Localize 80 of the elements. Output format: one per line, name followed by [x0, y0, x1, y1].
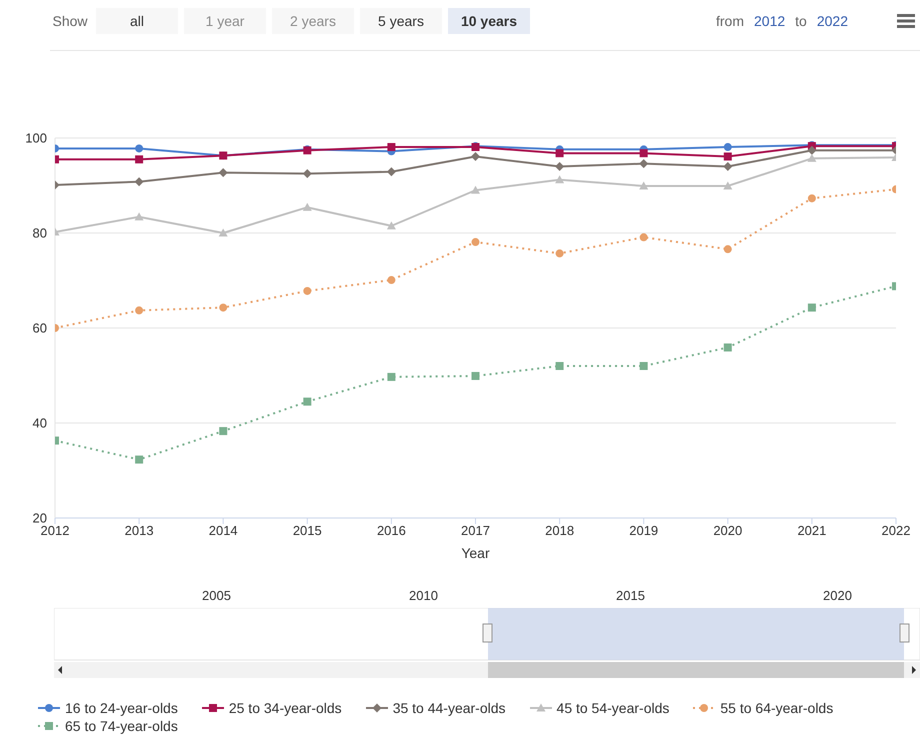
point: [218, 228, 228, 236]
point: [135, 155, 144, 164]
point: [639, 159, 648, 168]
text: to: [795, 13, 807, 29]
text: 2015: [616, 588, 645, 603]
x-tick-label: 2017: [461, 523, 490, 538]
point: [724, 143, 732, 152]
point: [807, 146, 816, 155]
point: [640, 233, 648, 242]
point: [219, 304, 228, 312]
point: [135, 456, 144, 464]
y-tick-label: 40: [32, 416, 47, 431]
point: [723, 162, 732, 171]
point: [640, 362, 648, 370]
legend-label: 35 to 44-year-olds: [392, 700, 506, 716]
x-axis-title: Year: [461, 545, 490, 561]
legend-label: 25 to 34-year-olds: [228, 700, 342, 716]
point: [556, 149, 564, 158]
x-tick-label: 2014: [208, 523, 238, 538]
point: [556, 249, 564, 258]
point: [724, 152, 732, 161]
point: [724, 245, 732, 254]
legend-label: 55 to 64-year-olds: [719, 700, 834, 716]
point: [808, 194, 816, 202]
point: [134, 177, 144, 186]
point: [218, 168, 228, 178]
text: 2 years: [272, 8, 354, 34]
text: 2012: [754, 13, 786, 29]
text: 5 years: [360, 8, 442, 34]
point: [807, 154, 816, 162]
x-tick-label: 2015: [292, 523, 322, 538]
x-tick-label: 2020: [713, 523, 742, 538]
text: 2022: [816, 13, 848, 29]
x-tick-label: 2019: [629, 523, 658, 538]
y-tick-label: 80: [32, 226, 47, 241]
text: all: [96, 8, 178, 34]
x-tick-label: 2012: [40, 523, 70, 538]
x-tick-label: 2013: [124, 523, 154, 538]
y-tick-label: 60: [32, 320, 47, 336]
y-tick-label: 100: [25, 130, 47, 146]
x-tick-label: 2016: [376, 523, 406, 538]
point: [472, 372, 480, 380]
point: [471, 186, 480, 194]
legend-label: 65 to 74-year-olds: [64, 718, 178, 734]
point: [723, 181, 732, 190]
point: [386, 167, 396, 176]
text: Show: [51, 12, 89, 31]
text: 2005: [202, 588, 231, 603]
x-tick-label: 2018: [545, 523, 574, 538]
text: 2020: [823, 588, 852, 603]
point: [556, 362, 564, 370]
point: [135, 306, 144, 314]
point: [135, 144, 144, 152]
legend-label: 45 to 54-year-olds: [556, 700, 670, 716]
point: [639, 181, 648, 190]
text: 2010: [409, 588, 438, 603]
point: [302, 202, 312, 211]
point: [386, 221, 396, 230]
y-tick-label: 20: [32, 510, 47, 526]
point: [724, 343, 732, 352]
point: [555, 162, 564, 171]
x-tick-label: 2021: [797, 523, 826, 538]
text: 10 years: [448, 8, 530, 34]
legend-label: 16 to 24-year-olds: [64, 700, 178, 716]
point: [303, 398, 312, 406]
text: from: [716, 13, 744, 29]
point: [387, 143, 396, 152]
point: [134, 212, 144, 220]
text: 1 year: [184, 8, 266, 34]
point: [472, 238, 480, 246]
point: [471, 152, 480, 162]
point: [219, 427, 228, 436]
point: [640, 149, 648, 158]
point: [808, 304, 816, 312]
point: [387, 276, 396, 284]
point: [555, 175, 564, 184]
x-tick-label: 2022: [882, 523, 910, 538]
point: [302, 169, 312, 178]
point: [387, 372, 396, 381]
point: [303, 286, 312, 295]
